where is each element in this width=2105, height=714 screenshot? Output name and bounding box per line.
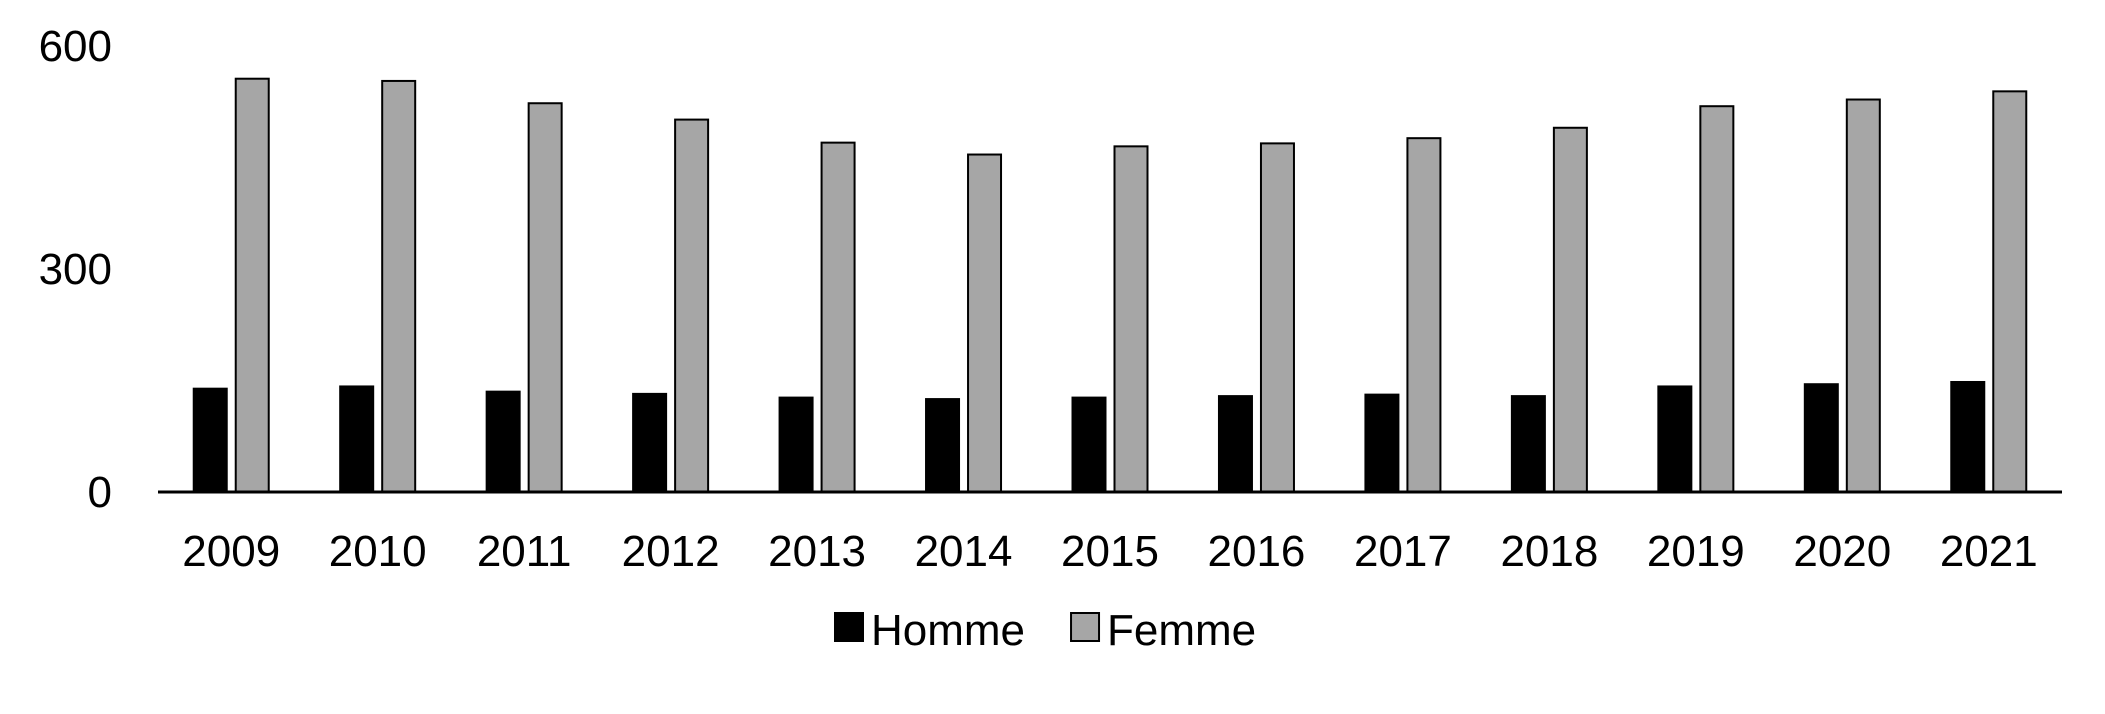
bar-homme-2009 (192, 387, 228, 493)
bars-group (192, 77, 2028, 494)
x-tick-label: 2009 (182, 527, 280, 576)
bar-homme-2012 (632, 392, 668, 494)
x-tick-label: 2017 (1354, 527, 1452, 576)
bar-femme-2009 (234, 77, 270, 493)
bar-homme-2014 (925, 398, 961, 494)
bar-femme-2017 (1406, 137, 1442, 493)
bar-homme-2015 (1071, 396, 1107, 494)
bar-femme-2020 (1845, 98, 1881, 494)
legend-label-homme: Homme (871, 606, 1025, 655)
x-tick-label: 2015 (1061, 527, 1159, 576)
bar-homme-2019 (1657, 385, 1693, 493)
x-tick-label: 2012 (622, 527, 720, 576)
y-tick-label: 300 (39, 245, 112, 294)
y-tick-label: 600 (39, 22, 112, 71)
bar-homme-2011 (485, 390, 521, 493)
x-tick-label: 2021 (1940, 527, 2038, 576)
y-tick-label: 0 (88, 468, 112, 517)
bar-femme-2021 (1992, 90, 2028, 494)
bar-femme-2019 (1699, 105, 1735, 494)
x-tick-label: 2016 (1208, 527, 1306, 576)
legend-swatch-homme (834, 612, 864, 642)
y-axis-ticks: 0 300 600 (39, 22, 112, 517)
x-tick-label: 2018 (1500, 527, 1598, 576)
bar-homme-2017 (1364, 393, 1400, 493)
legend-label-femme: Femme (1107, 606, 1256, 655)
bar-femme-2012 (674, 118, 710, 493)
legend: Homme Femme (834, 606, 1256, 655)
bar-homme-2020 (1803, 383, 1839, 494)
bar-femme-2015 (1113, 145, 1149, 493)
bar-femme-2014 (967, 153, 1003, 493)
x-axis-ticks: 2009 2010 2011 2012 2013 2014 2015 2016 2017 2018… (182, 527, 2037, 576)
x-tick-label: 2011 (477, 527, 572, 576)
x-tick-label: 2020 (1793, 527, 1891, 576)
x-tick-label: 2014 (915, 527, 1013, 576)
x-tick-label: 2010 (329, 527, 427, 576)
bar-femme-2011 (527, 102, 563, 493)
bar-homme-2016 (1217, 395, 1253, 493)
bar-homme-2013 (778, 396, 814, 494)
bar-femme-2010 (381, 79, 417, 493)
x-tick-label: 2019 (1647, 527, 1745, 576)
x-tick-label: 2013 (768, 527, 866, 576)
bar-femme-2016 (1259, 142, 1295, 493)
bar-femme-2013 (820, 141, 856, 493)
bar-homme-2021 (1950, 380, 1986, 493)
bar-homme-2010 (339, 385, 375, 493)
legend-swatch-femme (1070, 612, 1101, 642)
bar-femme-2018 (1552, 126, 1588, 494)
bar-homme-2018 (1510, 395, 1546, 493)
